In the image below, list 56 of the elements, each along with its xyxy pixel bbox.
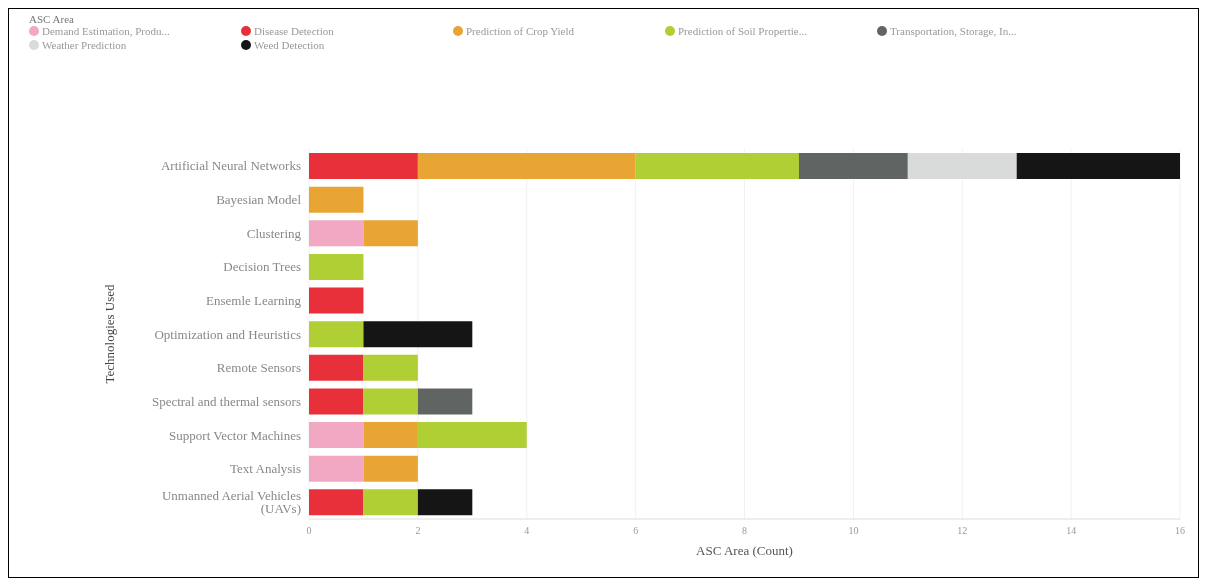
bar xyxy=(309,489,364,516)
y-tick-label: Optimization and Heuristics xyxy=(154,326,301,342)
x-tick-label: 0 xyxy=(306,525,312,537)
bar xyxy=(363,321,473,348)
y-tick-label: Unmanned Aerial Vehicles (UAVs) xyxy=(161,488,301,517)
y-tick-label: Text Analysis xyxy=(230,461,301,477)
bar xyxy=(417,388,473,415)
x-tick-label: 2 xyxy=(415,525,421,537)
x-tick-label: 10 xyxy=(848,525,859,537)
legend-label: Transportation, Storage, In... xyxy=(890,25,1017,37)
bar xyxy=(309,253,364,280)
legend-label: Prediction of Crop Yield xyxy=(466,25,575,37)
x-axis-title: ASC Area (Count) xyxy=(696,543,793,558)
legend-label: Weed Detection xyxy=(254,39,325,51)
y-axis-title: Technologies Used xyxy=(101,283,117,384)
bar xyxy=(309,287,364,314)
y-tick-label: Decision Trees xyxy=(223,259,301,275)
x-tick-label: 12 xyxy=(957,525,968,537)
bar xyxy=(417,422,527,449)
legend-label: Weather Prediction xyxy=(42,39,127,51)
legend-label: Disease Detection xyxy=(254,25,334,37)
y-tick-label: Artificial Neural Networks xyxy=(160,158,301,174)
bar xyxy=(363,455,418,482)
bar xyxy=(363,422,418,449)
x-tick-label: 4 xyxy=(524,525,530,537)
legend-label: Demand Estimation, Produ... xyxy=(42,25,170,37)
bar xyxy=(798,153,908,179)
bar xyxy=(907,153,1017,179)
bar xyxy=(309,388,364,415)
x-tick-label: 16 xyxy=(1175,525,1185,537)
y-tick-label: Clustering xyxy=(246,225,302,241)
bar xyxy=(309,354,364,381)
bar xyxy=(635,153,799,179)
bar xyxy=(309,422,364,449)
bar xyxy=(417,153,636,179)
y-tick-label: Ensemle Learning xyxy=(206,292,302,308)
y-tick-label: Bayesian Model xyxy=(216,192,302,208)
x-tick-label: 14 xyxy=(1066,525,1077,537)
bar xyxy=(1016,153,1180,179)
x-tick-label: 6 xyxy=(633,525,639,537)
bar xyxy=(417,489,473,516)
bar xyxy=(309,153,418,179)
y-tick-label: Remote Sensors xyxy=(216,360,301,376)
bar xyxy=(363,220,418,247)
bar xyxy=(363,354,418,381)
bar xyxy=(363,489,418,516)
bar xyxy=(309,186,364,213)
y-tick-label: Spectral and thermal sensors xyxy=(151,393,301,409)
x-tick-label: 8 xyxy=(742,525,747,537)
bar xyxy=(309,455,364,482)
legend-title: ASC Area xyxy=(29,13,75,25)
bar xyxy=(309,321,364,348)
legend-label: Prediction of Soil Propertie... xyxy=(678,25,807,37)
y-tick-label: Support Vector Machines xyxy=(169,427,301,443)
bar xyxy=(309,220,364,247)
bar xyxy=(363,388,418,415)
